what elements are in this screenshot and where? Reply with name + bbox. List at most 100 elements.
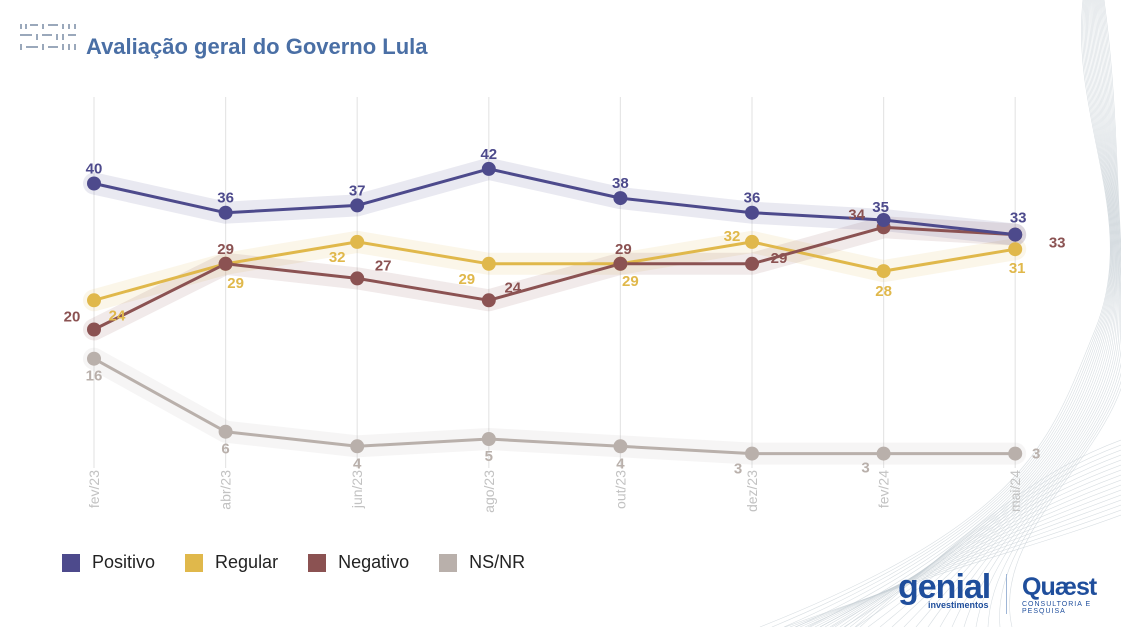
data-label-negativo: 29 [615, 241, 632, 258]
wave-line [859, 439, 1121, 627]
data-label-negativo: 29 [217, 241, 234, 258]
legend-swatch [185, 553, 204, 572]
legend-swatch [62, 553, 80, 572]
point-ns-nr [87, 351, 101, 366]
wave-line [879, 0, 1117, 627]
data-label-positivo: 37 [349, 182, 366, 199]
x-tick-label: dez/23 [744, 470, 760, 512]
wave-line [963, 0, 1121, 627]
wave-line [819, 0, 1114, 627]
legend-item-negativo: Negativo [308, 552, 409, 573]
data-label-positivo: 35 [872, 199, 889, 216]
wave-line [809, 489, 1121, 627]
quaest-logo-subtext: CONSULTORIA E PESQUISA [1022, 601, 1092, 615]
x-tick-label: ago/23 [481, 470, 497, 513]
wave-line [891, 0, 1117, 627]
x-tick-label: jun/23 [349, 470, 365, 509]
data-label-positivo: 40 [86, 161, 103, 178]
point-ns-nr [745, 446, 759, 461]
data-label-ns-nr: 3 [861, 460, 869, 477]
data-label-ns-nr: 3 [734, 461, 742, 478]
data-label-regular: 32 [329, 249, 346, 266]
data-label-regular: 29 [622, 273, 639, 290]
point-regular [1008, 242, 1023, 257]
point-positivo [87, 176, 101, 191]
data-label-negativo: 20 [64, 309, 81, 326]
wave-line [849, 449, 1121, 627]
data-label-positivo: 42 [480, 146, 497, 163]
x-axis-ticks: fev/23 abr/23 jun/23 ago/23 out/23 dez/23 fev/… [86, 470, 1023, 513]
wave-line [784, 514, 1121, 627]
point-ns-nr [1008, 446, 1023, 461]
legend-label: Negativo [338, 552, 410, 572]
point-regular [87, 293, 101, 308]
line-negativo [93, 225, 1016, 331]
point-regular [876, 264, 891, 279]
x-tick-label: out/23 [612, 470, 628, 509]
wave-line [771, 0, 1112, 627]
wave-line [814, 484, 1121, 627]
wave-line [829, 469, 1121, 627]
wave-line [1009, 0, 1121, 627]
point-positivo [350, 198, 365, 213]
point-positivo [481, 161, 496, 176]
wave-line [903, 0, 1118, 627]
legend-label: Positivo [92, 552, 156, 572]
wave-line [807, 0, 1113, 627]
wave-line [831, 0, 1114, 627]
data-label-regular: 31 [1009, 260, 1026, 277]
point-negativo [350, 271, 365, 286]
wave-line [999, 0, 1121, 627]
chart-legend: Positivo Regular Negativo NS/NR [62, 552, 555, 573]
band-ns-nr [83, 347, 1027, 465]
data-label-positivo: 36 [217, 190, 234, 207]
chart-title: Avaliação geral do Governo Lula [86, 34, 428, 59]
point-ns-nr [218, 424, 233, 439]
wave-line [839, 459, 1121, 627]
data-label-negativo: 29 [771, 250, 788, 267]
brand-separator [1006, 574, 1007, 614]
legend-label: NS/NR [469, 552, 526, 572]
point-positivo [613, 191, 628, 206]
data-label-regular: 32 [724, 228, 741, 245]
wave-line [951, 0, 1121, 627]
data-label-regular: 28 [875, 283, 892, 300]
data-label-positivo: 38 [612, 175, 629, 192]
data-label-negativo: 34 [848, 206, 865, 223]
point-ns-nr [481, 432, 496, 446]
data-label-positivo: 36 [744, 190, 761, 207]
wave-line [783, 0, 1112, 627]
legend-label: Regular [215, 552, 279, 572]
wave-line [834, 464, 1121, 627]
wave-line [795, 0, 1113, 627]
data-label-positivo: 33 [1010, 210, 1027, 227]
point-regular [350, 234, 365, 249]
genial-logo-text: genial [898, 568, 991, 606]
legend-item-positivo: Positivo [62, 552, 155, 573]
x-tick-label: fev/24 [876, 470, 892, 508]
point-positivo [876, 213, 891, 227]
wave-line [759, 0, 1111, 627]
point-ns-nr [350, 439, 365, 454]
wave-line [824, 474, 1121, 627]
report-logo-icon [20, 22, 80, 57]
point-regular [481, 256, 496, 271]
quaest-logo-text: Quæst [1022, 573, 1097, 601]
point-regular [745, 234, 759, 249]
wave-line [987, 0, 1121, 627]
point-positivo [745, 205, 759, 220]
genial-logo-subtext: investimentos [928, 600, 989, 610]
data-label-ns-nr: 4 [616, 455, 625, 472]
point-negativo [481, 293, 496, 308]
series-lines [93, 167, 1016, 456]
wave-line [804, 494, 1121, 627]
data-label-ns-nr: 5 [485, 448, 493, 465]
point-ns-nr [613, 439, 628, 454]
wave-line [854, 444, 1121, 627]
wave-line [915, 0, 1118, 627]
data-label-regular: 24 [109, 307, 126, 324]
data-label-regular: 29 [227, 275, 244, 292]
data-label-ns-nr: 4 [353, 455, 362, 472]
legend-item-regular: Regular [185, 552, 278, 573]
point-positivo [218, 205, 233, 220]
